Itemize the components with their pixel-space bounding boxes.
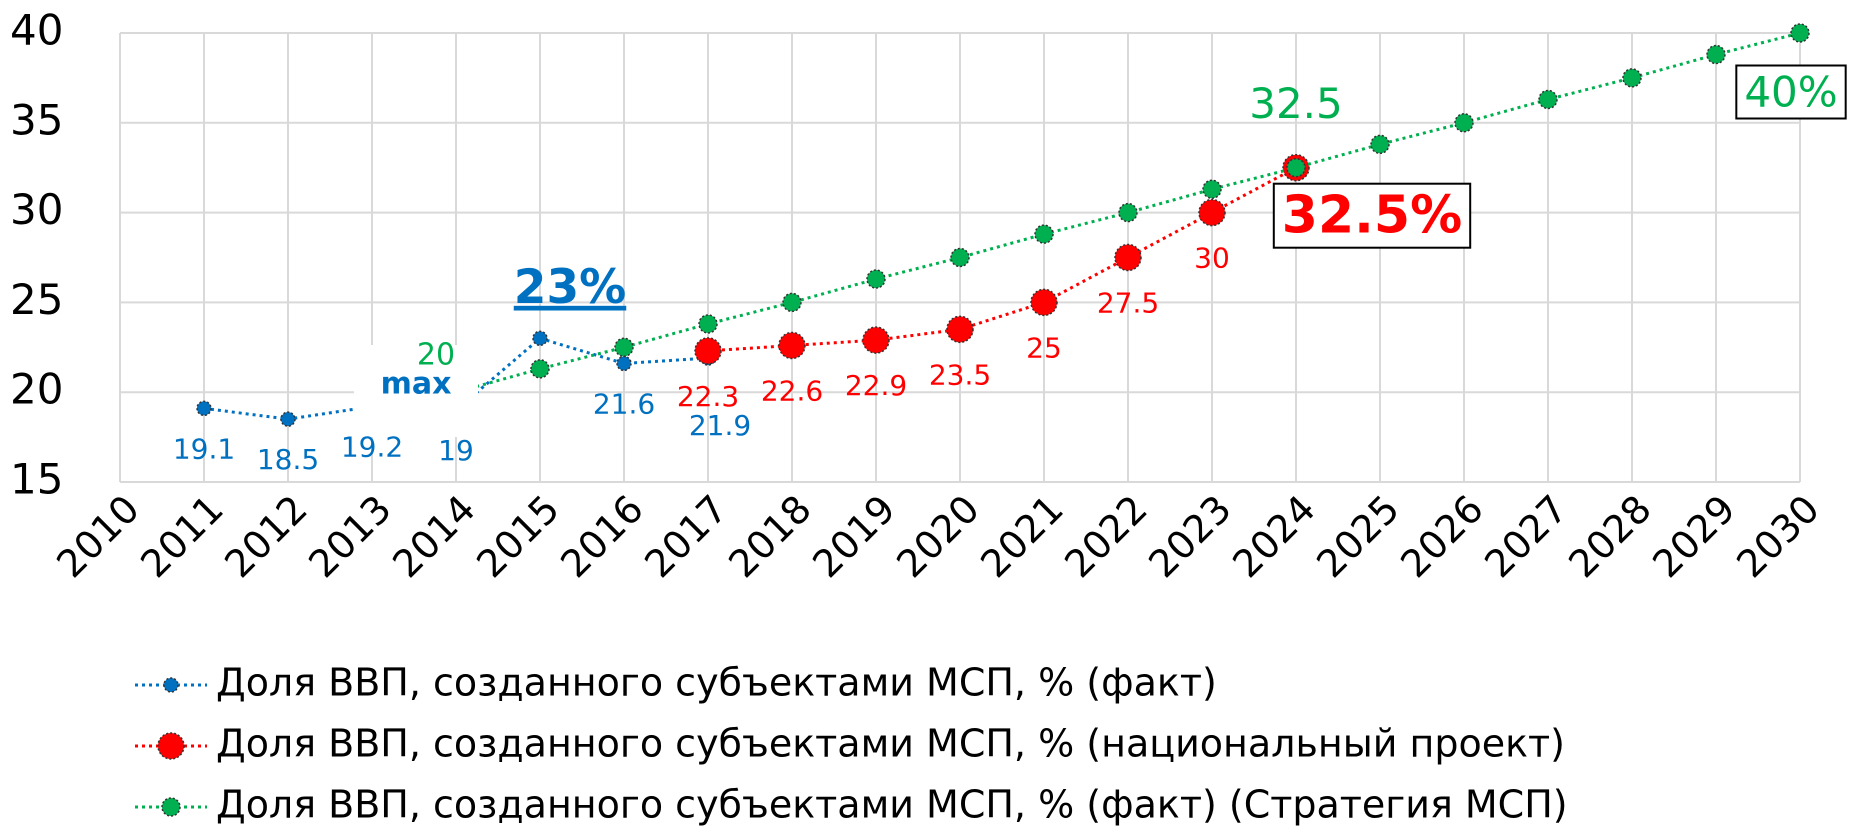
legend-marker xyxy=(161,797,181,817)
legend-marker xyxy=(157,732,185,760)
data-point xyxy=(698,314,718,334)
data-point xyxy=(530,359,550,379)
data-point xyxy=(196,400,212,417)
x-tick-label: 2027 xyxy=(1476,487,1576,587)
data-label: 21.6 xyxy=(593,387,655,420)
data-point xyxy=(532,330,548,347)
series-line xyxy=(707,166,1297,353)
x-tick-label: 2011 xyxy=(132,487,232,587)
y-tick-label: 40 xyxy=(10,6,63,55)
x-tick-label: 2023 xyxy=(1140,487,1240,587)
data-point xyxy=(1286,157,1306,178)
x-tick-label: 2015 xyxy=(468,487,568,587)
data-label: 22.3 xyxy=(677,380,739,413)
y-tick-label: 25 xyxy=(10,275,63,324)
legend-label: Доля ВВП, созданного субъектами МСП, % (… xyxy=(216,722,1565,766)
data-label: 19 xyxy=(438,434,474,467)
x-tick-label: 2016 xyxy=(552,487,652,587)
annotation: max xyxy=(381,367,452,402)
data-point xyxy=(946,315,974,344)
data-point xyxy=(1114,243,1142,272)
data-point xyxy=(866,269,886,289)
data-point xyxy=(862,326,890,354)
data-point xyxy=(1370,134,1390,155)
y-tick-label: 15 xyxy=(10,455,63,504)
data-point xyxy=(778,331,806,360)
data-label: 27.5 xyxy=(1097,287,1159,320)
data-point xyxy=(1454,113,1474,133)
annotation-box xyxy=(354,345,478,437)
data-point xyxy=(616,355,632,372)
x-tick-label: 2021 xyxy=(972,487,1072,587)
data-point xyxy=(1198,198,1226,227)
data-label: 22.9 xyxy=(845,369,907,402)
x-tick-label: 2017 xyxy=(636,487,736,587)
label-box xyxy=(1272,182,1472,249)
legend-label: Доля ВВП, созданного субъектами МСП, % (… xyxy=(216,783,1568,827)
data-point xyxy=(1202,179,1222,200)
data-label: 32.5% xyxy=(1282,186,1462,246)
data-label: 19.2 xyxy=(341,431,403,464)
x-tick-label: 2025 xyxy=(1308,487,1408,587)
data-point xyxy=(280,411,296,427)
y-tick-label: 35 xyxy=(10,95,63,144)
y-tick-label: 30 xyxy=(10,185,63,234)
y-tick-label: 20 xyxy=(10,365,63,414)
data-label: 32.5 xyxy=(1249,79,1343,128)
label-box xyxy=(1735,64,1847,120)
legend-marker xyxy=(163,677,179,693)
data-label: 30 xyxy=(1194,242,1230,275)
data-point xyxy=(950,247,970,268)
x-tick-label: 2028 xyxy=(1560,487,1660,587)
data-point xyxy=(1030,288,1058,317)
x-tick-label: 2018 xyxy=(720,487,820,587)
data-label: 25 xyxy=(1026,331,1062,364)
x-tick-label: 2030 xyxy=(1728,487,1828,587)
data-point xyxy=(614,337,634,358)
x-tick-label: 2026 xyxy=(1392,487,1492,587)
data-point xyxy=(1118,202,1138,223)
data-point xyxy=(694,337,722,365)
x-tick-label: 2014 xyxy=(384,487,484,587)
data-label: 22.6 xyxy=(761,375,823,408)
data-label: 19.1 xyxy=(173,432,235,465)
x-tick-label: 2024 xyxy=(1224,487,1324,587)
legend-label: Доля ВВП, созданного субъектами МСП, % (… xyxy=(216,661,1217,705)
x-tick-label: 2013 xyxy=(300,487,400,587)
data-point xyxy=(782,292,802,313)
data-point xyxy=(1538,89,1558,110)
x-tick-label: 2020 xyxy=(888,487,988,587)
data-point xyxy=(1034,224,1054,244)
data-label: 20 xyxy=(417,338,455,373)
x-tick-label: 2019 xyxy=(804,487,904,587)
data-point xyxy=(1790,23,1810,43)
data-label: 18.5 xyxy=(257,443,319,476)
data-label: 21.9 xyxy=(689,409,751,442)
data-label: 23% xyxy=(514,260,627,315)
x-tick-label: 2022 xyxy=(1056,487,1156,587)
data-point xyxy=(1622,68,1642,88)
x-tick-label: 2012 xyxy=(216,487,316,587)
x-tick-label: 2029 xyxy=(1644,487,1744,587)
data-label: 40% xyxy=(1744,68,1837,117)
data-point xyxy=(1706,44,1726,65)
data-label: 23.5 xyxy=(929,358,991,391)
